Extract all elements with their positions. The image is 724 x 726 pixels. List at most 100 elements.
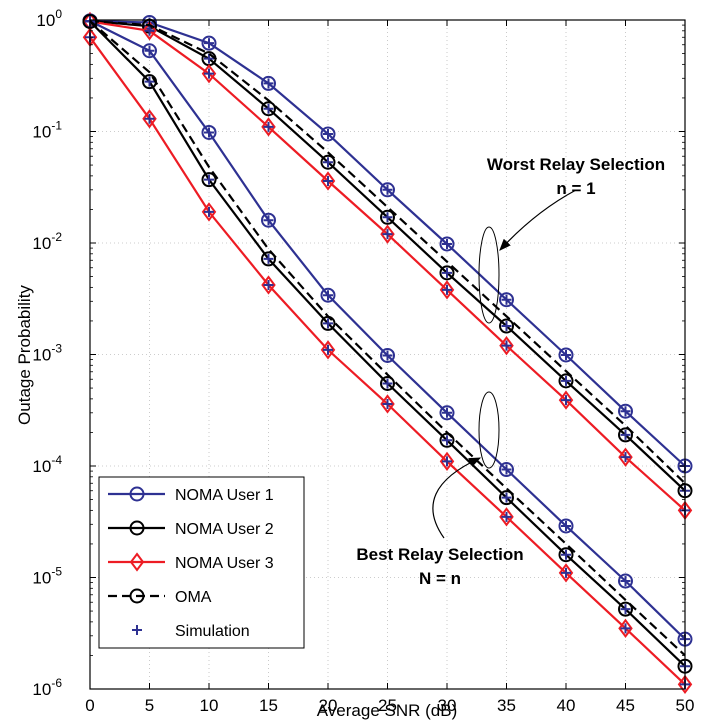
simulation-point	[501, 464, 512, 475]
x-tick-label: 30	[438, 696, 457, 715]
simulation-point	[204, 127, 214, 138]
simulation-point	[561, 567, 571, 578]
data-point	[558, 518, 574, 534]
x-axis-label: Average SNR (dB)	[317, 701, 457, 720]
simulation-point	[501, 492, 512, 503]
x-tick-label: 45	[616, 696, 635, 715]
legend-marker	[129, 520, 145, 536]
data-point	[558, 390, 574, 410]
data-point	[618, 427, 633, 443]
data-point	[618, 403, 633, 419]
y-tick-label: 10-5	[32, 565, 62, 588]
data-point	[499, 490, 514, 506]
simulation-point	[620, 406, 631, 417]
x-tick-label: 10	[200, 696, 219, 715]
x-tick-label: 50	[676, 696, 695, 715]
series-line	[89, 20, 686, 657]
series-noma-user-3	[82, 11, 693, 521]
y-axis-label: Outage Probability	[15, 285, 34, 425]
simulation-point	[323, 175, 333, 186]
y-tick-label: 10-4	[32, 453, 62, 476]
data-point	[201, 172, 217, 188]
legend-item: NOMA User 3	[108, 552, 274, 572]
simulation-point	[442, 435, 452, 446]
data-point	[380, 209, 395, 225]
data-point	[558, 373, 574, 389]
legend-label: NOMA User 1	[175, 487, 274, 504]
series-line	[89, 19, 686, 485]
series-noma-user-3	[82, 27, 693, 695]
x-tick-label: 0	[85, 696, 94, 715]
simulation-point	[620, 429, 631, 440]
simulation-point	[263, 253, 274, 264]
simulation-point	[382, 350, 393, 361]
data-point	[261, 275, 276, 295]
data-point	[439, 451, 455, 472]
simulation-point	[442, 267, 452, 278]
simulation-point	[204, 174, 214, 185]
data-point	[142, 109, 157, 129]
legend-label: OMA	[175, 589, 212, 606]
legend-label: NOMA User 3	[175, 555, 274, 572]
data-point	[558, 563, 574, 583]
legend-item: NOMA User 1	[108, 486, 274, 504]
data-point	[499, 336, 514, 356]
simulation-point	[323, 157, 333, 168]
data-point	[261, 212, 276, 228]
data-point	[618, 618, 633, 639]
data-point	[618, 601, 633, 617]
y-tick-label: 10-2	[32, 230, 62, 253]
data-point	[201, 202, 217, 222]
simulation-point	[501, 340, 512, 351]
data-point	[439, 405, 455, 421]
simulation-point	[442, 407, 452, 418]
data-point	[320, 340, 336, 360]
x-tick-label: 15	[259, 696, 278, 715]
simulation-point	[263, 121, 274, 132]
data-point	[201, 124, 217, 140]
legend-label: Simulation	[175, 623, 250, 640]
simulation-point	[323, 128, 333, 139]
legend-item: NOMA User 2	[108, 520, 274, 538]
simulation-point	[144, 76, 155, 87]
simulation-point	[323, 344, 333, 355]
y-tick-label: 10-6	[32, 676, 62, 699]
data-point	[499, 292, 514, 308]
data-point	[142, 43, 157, 59]
y-tick-label: 100	[36, 7, 62, 30]
legend-marker	[129, 552, 145, 572]
legend-marker	[129, 486, 145, 502]
best-relay-label: Best Relay Selection	[356, 545, 523, 564]
y-tick-label: 10-3	[32, 342, 62, 365]
simulation-point	[144, 25, 155, 36]
simulation-point	[620, 576, 631, 587]
best-relay-ellipse	[478, 391, 500, 469]
data-point	[618, 447, 633, 467]
simulation-point	[620, 623, 631, 634]
simulation-point	[263, 103, 274, 114]
x-tick-label: 35	[497, 696, 516, 715]
legend: NOMA User 1 NOMA User 2 NOMA User 3 OMA Simu…	[98, 476, 305, 649]
legend-label: NOMA User 2	[175, 521, 274, 538]
simulation-point	[561, 520, 571, 531]
simulation-point	[382, 212, 393, 223]
data-point	[380, 375, 395, 391]
legend-marker	[132, 625, 142, 635]
simulation-point	[382, 229, 393, 240]
data-point	[439, 265, 455, 281]
ticks: 0 5 10 15 20 25 30 35 40 45 50 100 10-1 10-2 10-3 10-4 1…	[32, 7, 694, 715]
data-point	[320, 287, 336, 303]
simulation-point	[323, 318, 333, 329]
series-noma-user-2	[82, 13, 693, 674]
best-relay-n-label: N = n	[419, 569, 461, 588]
data-point	[261, 101, 276, 117]
x-tick-label: 25	[378, 696, 397, 715]
legend-item: OMA	[108, 588, 212, 606]
simulation-point	[263, 280, 274, 291]
simulation-point	[561, 395, 571, 406]
simulation-point	[501, 294, 512, 305]
simulation-point	[382, 398, 393, 409]
data-point	[439, 280, 455, 300]
simulation-point	[204, 68, 214, 79]
